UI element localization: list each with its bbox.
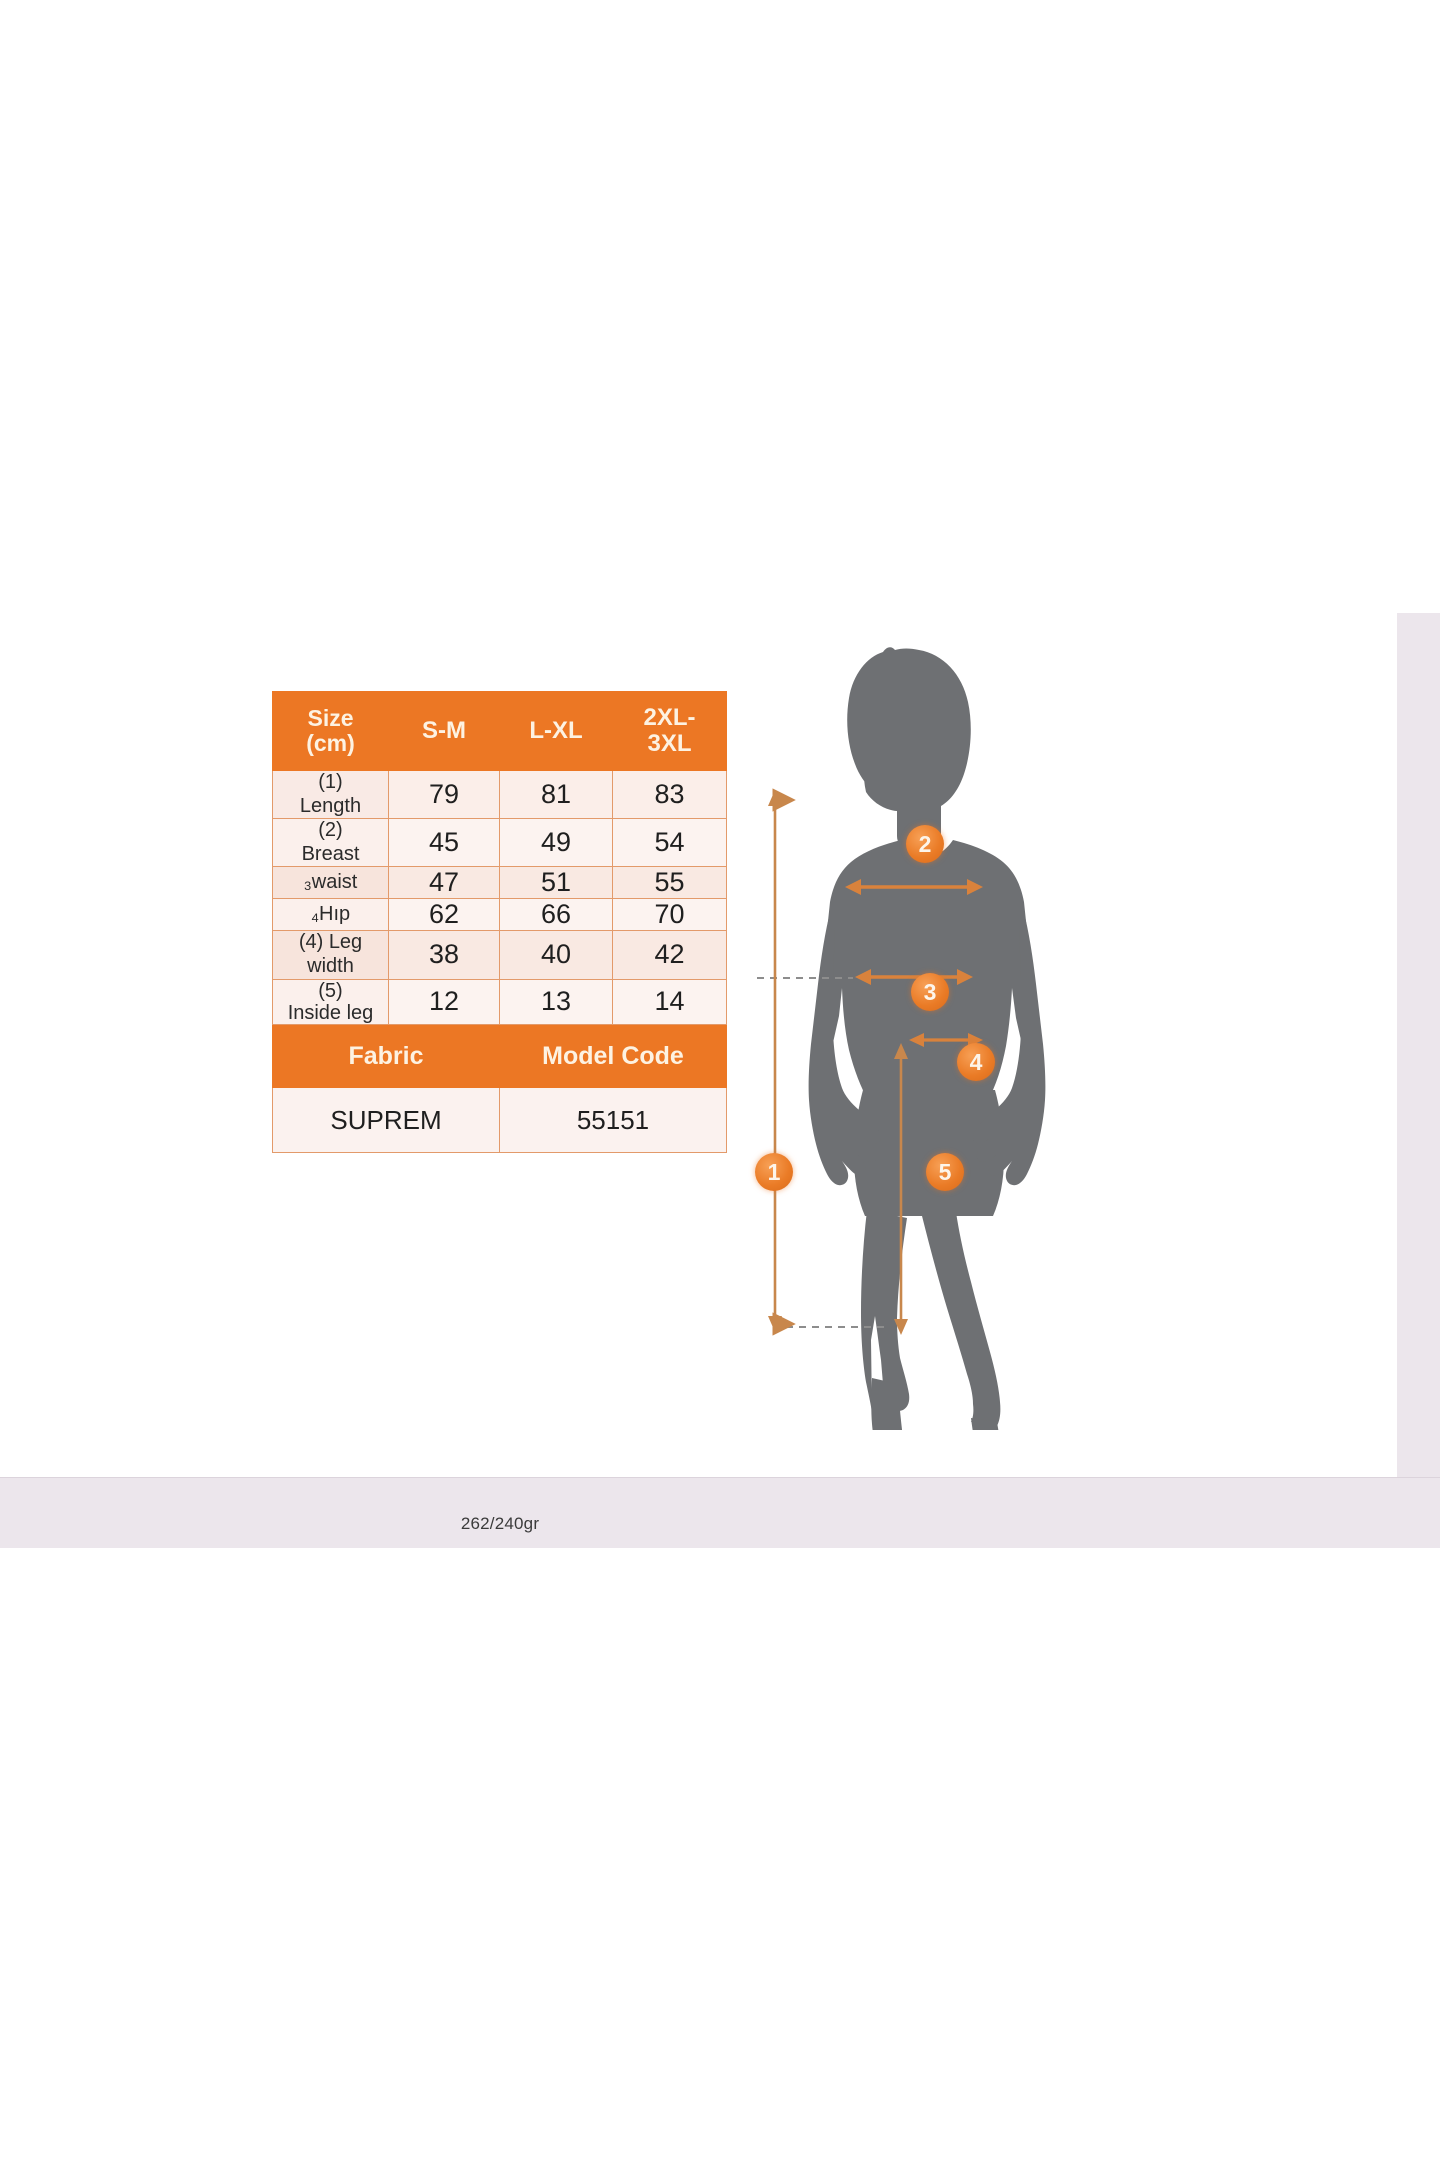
marker-3-waist: 3 (911, 973, 949, 1011)
arrow-waist-head-left (855, 969, 871, 985)
marker-2-breast: 2 (906, 825, 944, 863)
table-header-row: Size (cm) S-M L-XL 2XL- 3XL (272, 691, 727, 771)
row-label-line2: Breast (301, 842, 360, 865)
row-label-line2: ₄Hıp (310, 903, 351, 926)
arrow-inside-leg-head-bottom (894, 1319, 908, 1335)
header-cell-size: Size (cm) (272, 691, 389, 771)
header-2xl-line2: 3XL (647, 730, 692, 757)
cell-leg-width-s-m: 38 (388, 930, 500, 980)
footer-value-model-code: 55151 (499, 1087, 727, 1154)
right-edge-strip (1397, 613, 1440, 1477)
table-row: (4) Leg width 38 40 42 (272, 930, 727, 980)
size-chart-table: Size (cm) S-M L-XL 2XL- 3XL (1) Length (272, 691, 727, 1154)
footer-header-fabric: Fabric (272, 1024, 500, 1089)
measurement-diagram: 1 2 3 4 5 (735, 640, 1105, 1430)
marker-1-length: 1 (755, 1153, 793, 1191)
cell-length-s-m: 79 (388, 769, 500, 820)
row-label-line1: (4) Leg (298, 931, 363, 954)
arrow-breast-head-left (845, 879, 861, 895)
header-size-line1: Size (307, 704, 354, 731)
arrow-leg-width-head-left (909, 1033, 924, 1047)
header-size-line2: (cm) (306, 730, 355, 756)
table-row: (1) Length 79 81 83 (272, 769, 727, 820)
cell-breast-2xl-3xl: 54 (612, 818, 727, 868)
footer-header-model-code: Model Code (499, 1024, 727, 1089)
row-label-leg-width: (4) Leg width (272, 930, 389, 980)
arrow-length-head-bottom (768, 1316, 782, 1332)
arrow-waist-head-right (957, 969, 973, 985)
cell-inside-leg-2xl-3xl: 14 (612, 978, 727, 1026)
row-label-hip: ₄Hıp (272, 898, 389, 932)
table-row: (5) Inside leg 12 13 14 (272, 978, 727, 1026)
header-cell-s-m: S-M (388, 691, 500, 771)
row-label-length: (1) Length (272, 769, 389, 820)
cell-hip-s-m: 62 (388, 898, 500, 932)
row-label-line1: (5) (318, 979, 343, 1002)
cell-breast-s-m: 45 (388, 818, 500, 868)
cell-waist-s-m: 47 (388, 866, 500, 900)
arrow-breast-head-right (967, 879, 983, 895)
row-label-line1: (1) (318, 771, 343, 793)
cell-length-2xl-3xl: 83 (612, 769, 727, 820)
arrow-inside-leg-head-top (894, 1043, 908, 1059)
cell-hip-l-xl: 66 (499, 898, 613, 932)
cell-inside-leg-s-m: 12 (388, 978, 500, 1026)
cell-leg-width-2xl-3xl: 42 (612, 930, 727, 980)
row-label-waist: ₃waist (272, 866, 389, 900)
row-label-breast: (2) Breast (272, 818, 389, 868)
cell-leg-width-l-xl: 40 (499, 930, 613, 980)
marker-4-leg-width: 4 (957, 1043, 995, 1081)
row-label-line2: width (307, 954, 354, 977)
row-label-line2: Length (299, 794, 362, 817)
table-footer-header-row: Fabric Model Code (272, 1024, 727, 1089)
cell-waist-l-xl: 51 (499, 866, 613, 900)
cell-hip-2xl-3xl: 70 (612, 898, 727, 932)
fabric-weight-label: 262/240gr (460, 1514, 540, 1533)
silhouette-svg (757, 647, 1046, 1430)
table-row: ₄Hıp 62 66 70 (272, 898, 727, 932)
table-footer-value-row: SUPREM 55151 (272, 1087, 727, 1154)
header-2xl-line1: 2XL- (643, 703, 696, 731)
arrow-length-head-top (768, 790, 782, 806)
table-row: (2) Breast 45 49 54 (272, 818, 727, 868)
header-cell-2xl-3xl: 2XL- 3XL (612, 691, 727, 771)
cell-waist-2xl-3xl: 55 (612, 866, 727, 900)
row-label-line2: ₃waist (303, 871, 358, 894)
header-cell-l-xl: L-XL (499, 691, 613, 771)
row-label-inside-leg: (5) Inside leg (272, 978, 389, 1026)
marker-5-inside-leg: 5 (926, 1153, 964, 1191)
table-row: ₃waist 47 51 55 (272, 866, 727, 900)
row-label-line2: Inside leg (287, 1001, 374, 1024)
cell-inside-leg-l-xl: 13 (499, 978, 613, 1026)
bottom-edge-strip: 262/240gr (0, 1477, 1440, 1548)
footer-value-fabric: SUPREM (272, 1087, 500, 1154)
row-label-line1: (2) (318, 819, 343, 842)
cell-breast-l-xl: 49 (499, 818, 613, 868)
cell-length-l-xl: 81 (499, 769, 613, 820)
